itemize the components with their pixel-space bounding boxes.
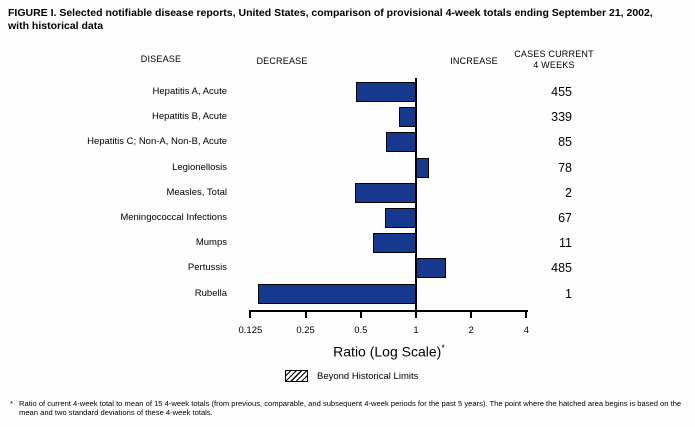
figure-title-line1: FIGURE I. Selected notifiable disease re…: [8, 7, 653, 19]
disease-label: Measles, Total: [166, 186, 227, 198]
ratio-bar: [372, 233, 417, 254]
x-axis-tick: [359, 310, 362, 318]
disease-label: Mumps: [195, 237, 227, 249]
disease-label: Meningococcal Infections: [120, 212, 227, 223]
hatched-swatch-icon: [285, 370, 308, 382]
cases-value: 1: [565, 286, 572, 301]
cases-value: 78: [558, 160, 572, 175]
disease-label: Legionellosis: [172, 161, 227, 173]
disease-label: Pertussis: [187, 262, 227, 274]
ratio-bar: [415, 258, 447, 279]
legend: Beyond Historical Limits: [285, 370, 418, 382]
x-axis-tick-label: 2: [468, 325, 474, 336]
cases-value: 339: [551, 110, 572, 125]
footnote-marker: *: [10, 399, 13, 408]
x-axis-tick-label: 4: [523, 325, 530, 336]
x-axis-line: [250, 310, 528, 312]
footnote: * Ratio of current 4-week total to mean …: [8, 399, 688, 417]
ratio-bar: [385, 208, 417, 228]
baseline-ratio-1-line: [415, 78, 417, 311]
column-header-decrease: DECREASE: [256, 56, 308, 66]
cases-value: 67: [558, 211, 572, 225]
ratio-bar: [355, 182, 417, 203]
legend-label: Beyond Historical Limits: [317, 370, 419, 382]
x-axis-tick: [470, 310, 473, 318]
column-header-disease: DISEASE: [140, 54, 182, 64]
x-axis-tick-label: 1: [413, 325, 419, 336]
x-axis-title-text: Ratio (Log Scale): [333, 343, 442, 360]
ratio-bar: [258, 283, 417, 304]
x-axis-tick-label: 0.125: [238, 325, 263, 336]
ratio-bar: [386, 132, 417, 153]
x-axis-tick: [525, 310, 528, 318]
cases-value: 455: [551, 85, 572, 99]
cases-value: 85: [558, 135, 572, 150]
x-axis-title-footnote-marker: *: [441, 343, 445, 353]
column-header-increase: INCREASE: [450, 56, 498, 66]
column-header-cases: CASES CURRENT 4 WEEKS: [499, 49, 609, 71]
disease-label: Hepatitis A, Acute: [152, 86, 227, 97]
ratio-bar: [355, 82, 417, 102]
cases-value: 11: [559, 236, 572, 251]
column-header-cases-line2: 4 WEEKS: [533, 60, 575, 70]
figure-title: FIGURE I. Selected notifiable disease re…: [8, 7, 690, 33]
ratio-bar: [415, 157, 430, 178]
footnote-text: Ratio of current 4-week total to mean of…: [19, 399, 682, 417]
x-axis-tick: [249, 310, 252, 318]
disease-label: Hepatitis B, Acute: [152, 111, 227, 123]
cases-value: 2: [565, 185, 572, 200]
disease-label: Rubella: [194, 287, 227, 299]
x-axis-tick-label: 0.5: [354, 325, 368, 336]
disease-label: Hepatitis C; Non-A, Non-B, Acute: [87, 136, 227, 148]
x-axis-tick: [304, 310, 307, 318]
x-axis-tick-label: 0.25: [296, 325, 315, 336]
x-axis-title: Ratio (Log Scale)*: [289, 343, 489, 360]
column-header-cases-line1: CASES CURRENT: [514, 49, 594, 59]
x-axis-tick: [415, 310, 417, 318]
cases-value: 485: [551, 261, 572, 276]
figure-title-line2: with historical data: [8, 20, 104, 32]
